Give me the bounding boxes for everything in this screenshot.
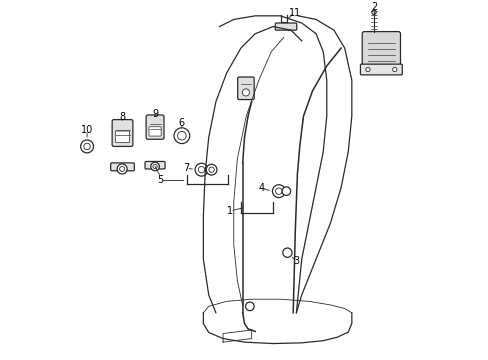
Circle shape (282, 187, 290, 195)
Circle shape (83, 143, 90, 150)
Circle shape (208, 167, 214, 172)
Text: 9: 9 (152, 109, 158, 119)
Text: 2: 2 (370, 2, 376, 12)
Circle shape (195, 163, 207, 176)
Text: 11: 11 (288, 8, 300, 18)
Circle shape (117, 164, 127, 174)
FancyBboxPatch shape (145, 161, 165, 169)
FancyBboxPatch shape (110, 163, 134, 171)
Text: 3: 3 (293, 256, 299, 266)
FancyBboxPatch shape (237, 77, 254, 100)
Circle shape (153, 164, 157, 168)
FancyBboxPatch shape (112, 120, 133, 147)
Circle shape (272, 185, 285, 198)
Circle shape (174, 128, 189, 144)
FancyBboxPatch shape (360, 64, 402, 75)
Circle shape (198, 166, 204, 173)
Text: 8: 8 (119, 112, 125, 122)
Circle shape (275, 188, 282, 194)
Text: 6: 6 (179, 118, 184, 128)
FancyBboxPatch shape (149, 127, 161, 136)
Circle shape (245, 302, 254, 311)
Circle shape (206, 164, 217, 175)
FancyBboxPatch shape (362, 32, 400, 68)
FancyBboxPatch shape (115, 131, 129, 143)
Circle shape (371, 10, 375, 14)
Circle shape (365, 67, 369, 72)
Circle shape (150, 162, 159, 171)
Circle shape (81, 140, 93, 153)
Text: 10: 10 (81, 125, 93, 135)
Circle shape (177, 131, 186, 140)
Text: 4: 4 (258, 183, 264, 193)
Text: 1: 1 (226, 206, 233, 216)
Circle shape (242, 89, 249, 96)
Circle shape (282, 248, 291, 257)
FancyBboxPatch shape (146, 115, 163, 139)
Circle shape (392, 67, 396, 72)
Circle shape (120, 166, 124, 171)
FancyBboxPatch shape (275, 23, 296, 30)
Text: 5: 5 (157, 175, 163, 185)
Text: 7: 7 (183, 163, 189, 173)
